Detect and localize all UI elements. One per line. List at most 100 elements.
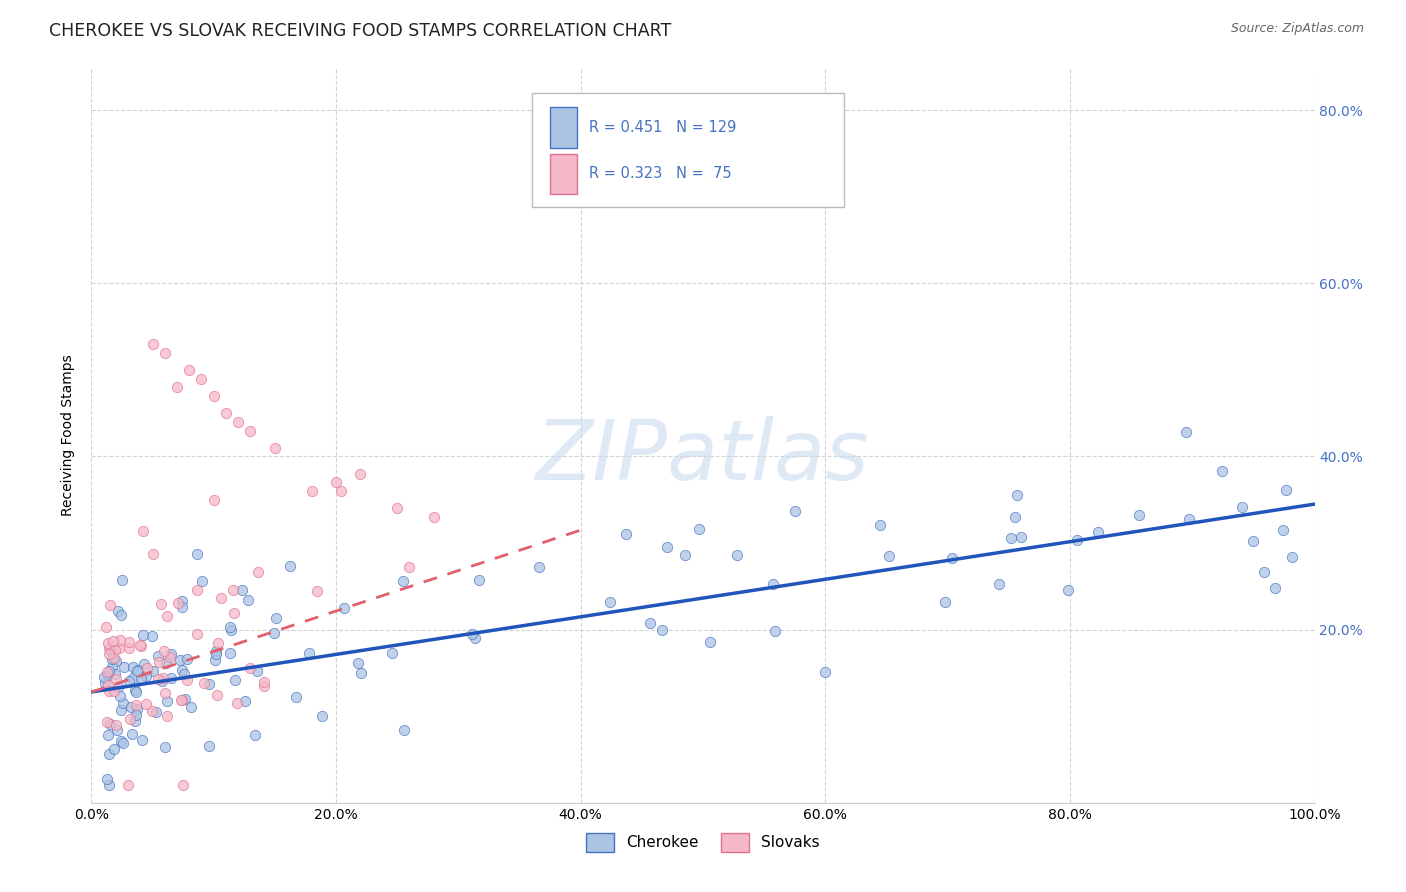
Point [108, 640, 131, 655]
Point [96, 772, 118, 786]
Point [105, 723, 128, 737]
Point [205, 644, 228, 658]
Point [675, 548, 697, 562]
Point [264, 441, 287, 455]
FancyBboxPatch shape [531, 93, 844, 207]
Point [111, 574, 134, 588]
Point [398, 560, 420, 574]
Point [381, 646, 404, 660]
Point [1004, 510, 1026, 524]
Point [941, 551, 963, 566]
Point [153, 644, 176, 658]
Point [325, 475, 347, 490]
Point [104, 666, 127, 681]
Point [118, 673, 141, 688]
Point [987, 576, 1010, 591]
Point [350, 666, 373, 681]
Point [148, 648, 170, 663]
Point [783, 504, 806, 518]
Point [280, 559, 302, 574]
Point [238, 593, 260, 607]
Point [172, 779, 194, 793]
Point [170, 600, 193, 615]
Point [124, 707, 146, 722]
Point [877, 549, 900, 563]
Point [197, 739, 219, 753]
Point [110, 607, 132, 622]
Point [391, 574, 413, 588]
Point [117, 779, 139, 793]
Point [97, 779, 120, 793]
Point [127, 664, 149, 678]
Point [1177, 512, 1199, 526]
Point [814, 665, 837, 679]
Point [131, 671, 153, 685]
Point [142, 664, 165, 678]
Point [118, 712, 141, 726]
Point [118, 641, 141, 656]
Text: R = 0.451   N = 129: R = 0.451 N = 129 [589, 120, 737, 136]
Point [226, 697, 249, 711]
Point [104, 643, 127, 657]
Point [1000, 531, 1022, 545]
Point [243, 728, 266, 742]
Point [253, 679, 276, 693]
Point [132, 524, 155, 539]
Point [385, 501, 409, 516]
Point [205, 688, 228, 702]
Point [121, 727, 143, 741]
Point [127, 702, 149, 716]
Point [132, 657, 155, 671]
Text: ZIPatlas: ZIPatlas [536, 417, 870, 498]
Point [118, 635, 141, 649]
Point [103, 683, 125, 698]
Point [186, 627, 208, 641]
Point [112, 660, 135, 674]
Point [105, 654, 128, 668]
Point [1281, 550, 1303, 565]
Point [246, 565, 269, 579]
Point [122, 671, 145, 685]
Point [94, 619, 117, 633]
Point [110, 733, 132, 747]
Point [145, 706, 167, 720]
Point [146, 673, 169, 687]
Point [307, 584, 329, 599]
Point [124, 714, 146, 728]
Point [219, 646, 242, 660]
Text: CHEROKEE VS SLOVAK RECEIVING FOOD STAMPS CORRELATION CHART: CHEROKEE VS SLOVAK RECEIVING FOOD STAMPS… [49, 22, 672, 40]
Point [170, 594, 193, 608]
Point [202, 389, 225, 403]
Point [150, 597, 173, 611]
Point [725, 548, 748, 562]
Point [98, 642, 121, 657]
Point [392, 723, 415, 737]
Point [155, 739, 177, 754]
Point [127, 663, 149, 677]
Point [169, 653, 191, 667]
Point [107, 604, 129, 618]
Point [191, 574, 214, 588]
Point [202, 492, 225, 507]
Point [101, 634, 124, 648]
Point [155, 686, 177, 700]
Point [96, 714, 118, 729]
FancyBboxPatch shape [550, 153, 576, 194]
Point [170, 693, 193, 707]
Point [464, 631, 486, 645]
Point [263, 626, 285, 640]
Point [934, 595, 956, 609]
Point [103, 742, 125, 756]
Point [135, 697, 157, 711]
Point [1010, 530, 1032, 544]
Point [1066, 533, 1088, 547]
Point [1128, 508, 1150, 522]
Point [105, 672, 128, 686]
Point [155, 656, 177, 670]
Point [657, 540, 679, 554]
Point [221, 623, 243, 637]
Point [239, 661, 262, 675]
Point [204, 648, 226, 662]
Point [1005, 488, 1028, 502]
Point [264, 611, 287, 625]
